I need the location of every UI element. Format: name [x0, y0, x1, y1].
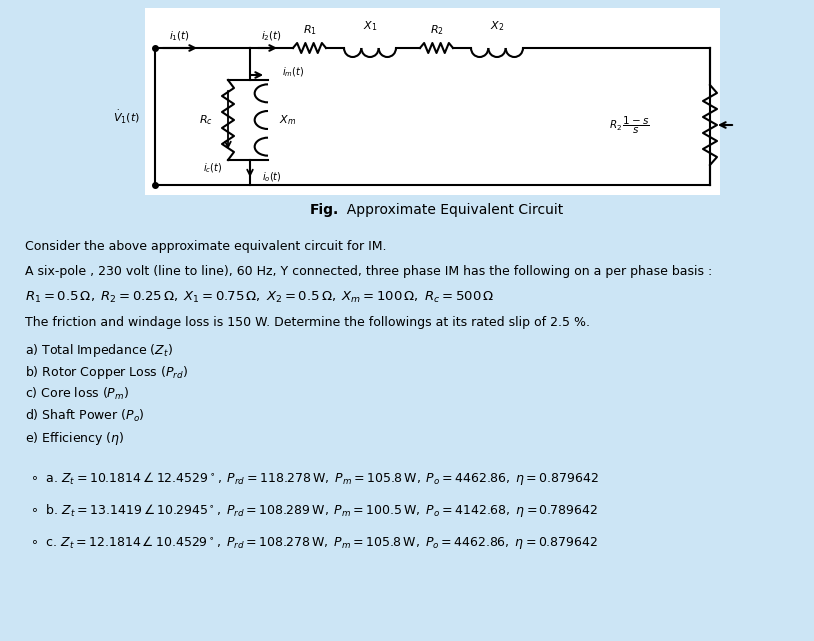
Text: a) Total Impedance $(Z_t)$: a) Total Impedance $(Z_t)$: [25, 342, 173, 359]
Text: e) Efficiency $(\eta)$: e) Efficiency $(\eta)$: [25, 430, 125, 447]
Text: $R_1$: $R_1$: [303, 23, 317, 37]
Text: $\circ$  b. $Z_t = 13.1419\,\angle\,10.2945^\circ,\; P_{rd} = 108.289\,\mathrm{W: $\circ$ b. $Z_t = 13.1419\,\angle\,10.29…: [30, 502, 598, 519]
Text: $i_2(t)$: $i_2(t)$: [261, 29, 282, 43]
Text: $X_1$: $X_1$: [363, 19, 377, 33]
Text: $R_1 = 0.5\,\Omega,\; R_2 = 0.25\,\Omega,\; X_1 = 0.75\,\Omega,\; X_2 = 0.5\,\Om: $R_1 = 0.5\,\Omega,\; R_2 = 0.25\,\Omega…: [25, 290, 494, 305]
Text: $\dot{V}_1(t)$: $\dot{V}_1(t)$: [113, 108, 141, 125]
Text: b) Rotor Copper Loss $(P_{rd})$: b) Rotor Copper Loss $(P_{rd})$: [25, 364, 188, 381]
Text: $\circ$  c. $Z_t = 12.1814\,\angle\,10.4529^\circ,\; P_{rd} = 108.278\,\mathrm{W: $\circ$ c. $Z_t = 12.1814\,\angle\,10.45…: [30, 534, 598, 551]
Text: $R_c$: $R_c$: [199, 113, 213, 127]
Text: c) Core loss $(P_m)$: c) Core loss $(P_m)$: [25, 386, 129, 402]
Text: $X_m$: $X_m$: [279, 113, 296, 127]
Text: $i_1(t)$: $i_1(t)$: [169, 29, 190, 43]
Text: d) Shaft Power $(P_o)$: d) Shaft Power $(P_o)$: [25, 408, 145, 424]
Text: $\circ$  a. $Z_t = 10.1814\,\angle\,12.4529^\circ,\; P_{rd} = 118.278\,\mathrm{W: $\circ$ a. $Z_t = 10.1814\,\angle\,12.45…: [30, 470, 599, 487]
Text: The friction and windage loss is 150 W. Determine the followings at its rated sl: The friction and windage loss is 150 W. …: [25, 316, 590, 329]
Text: $i_o(t)$: $i_o(t)$: [262, 171, 282, 184]
Text: $R_2\,\dfrac{1-s}{s}$: $R_2\,\dfrac{1-s}{s}$: [610, 114, 650, 136]
Text: Fig.: Fig.: [310, 203, 339, 217]
Text: $X_2$: $X_2$: [490, 19, 504, 33]
Text: Approximate Equivalent Circuit: Approximate Equivalent Circuit: [338, 203, 563, 217]
Text: $i_m(t)$: $i_m(t)$: [282, 65, 304, 79]
Text: A six-pole , 230 volt (line to line), 60 Hz, Y connected, three phase IM has the: A six-pole , 230 volt (line to line), 60…: [25, 265, 712, 278]
Text: Consider the above approximate equivalent circuit for IM.: Consider the above approximate equivalen…: [25, 240, 387, 253]
Text: $R_2$: $R_2$: [430, 23, 444, 37]
Text: $i_c(t)$: $i_c(t)$: [204, 161, 223, 175]
Bar: [145, 8, 720, 195]
